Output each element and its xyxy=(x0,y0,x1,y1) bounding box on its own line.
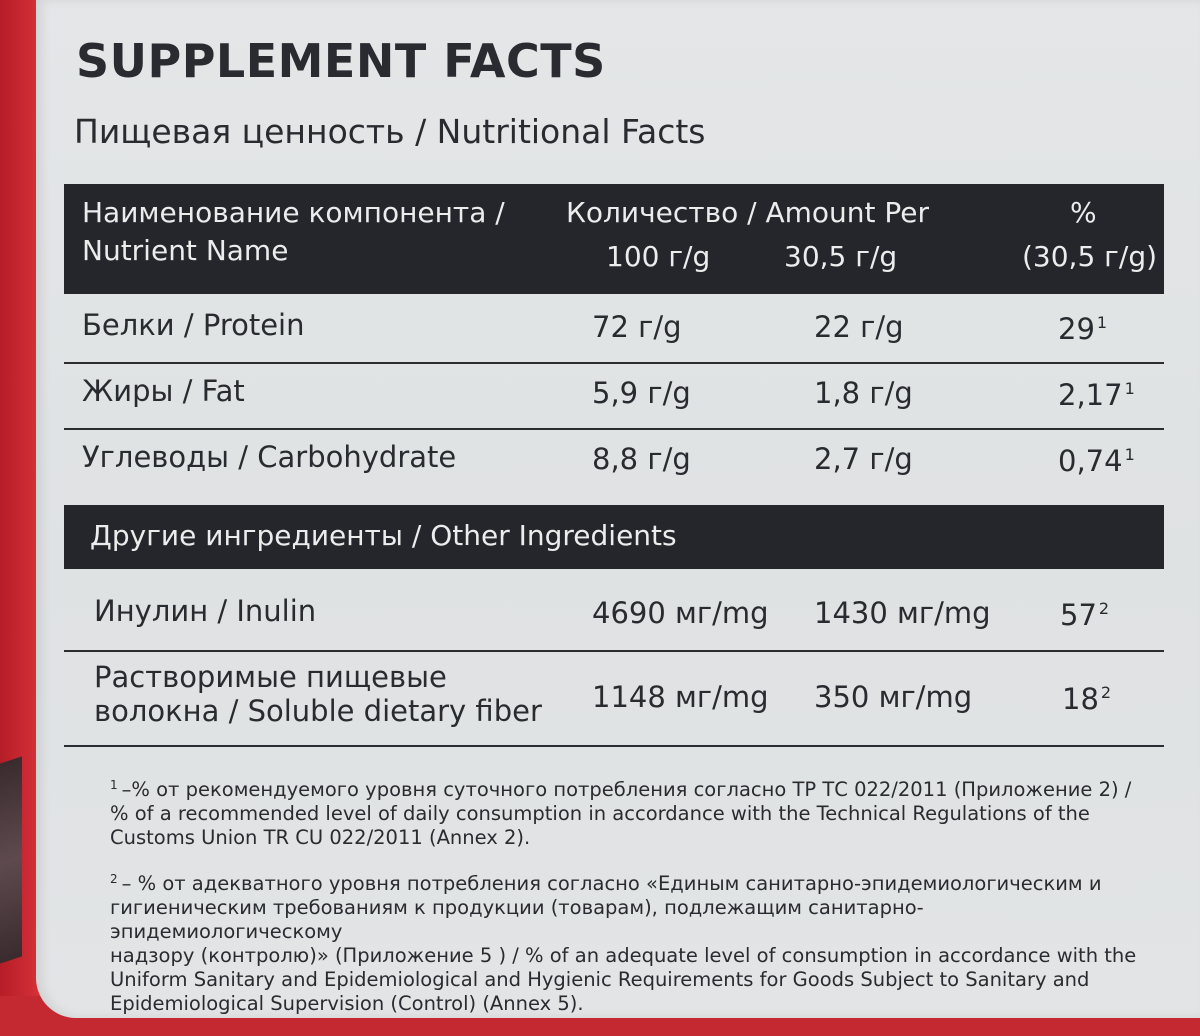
row-divider xyxy=(64,428,1164,430)
amount-per-100g: 5,9 г/g xyxy=(592,376,691,410)
footnote-mark: 1 xyxy=(110,777,118,792)
nutrient-name-line1: Растворимые пищевые xyxy=(94,660,447,694)
footnote-2: 2– % от адекватного уровня потребления с… xyxy=(110,871,1137,1015)
row-divider xyxy=(64,362,1164,364)
other-ingredients-title: Другие ингредиенты / Other Ingredients xyxy=(90,519,677,552)
row-divider xyxy=(64,745,1164,747)
amount-per-serving: 1,8 г/g xyxy=(814,376,913,410)
nutrient-name: Углеводы / Carbohydrate xyxy=(82,440,457,474)
col-per-serving: 30,5 г/g xyxy=(784,240,898,273)
footnote-ref: 1 xyxy=(1124,379,1135,399)
footnote-1: 1 –% от рекомендуемого уровня суточного п… xyxy=(110,777,1132,849)
percent-value: 0,74 1 xyxy=(1058,444,1135,478)
nutrient-name-line2: волокна / Soluble dietary fiber xyxy=(94,694,542,728)
amount-per-100g: 4690 мг/mg xyxy=(592,596,769,630)
footnote-ref: 1 xyxy=(1096,313,1108,333)
amount-per-100g: 1148 мг/mg xyxy=(592,680,769,714)
amount-per-serving: 2,7 г/g xyxy=(814,442,913,476)
percent-value: 18 2 xyxy=(1062,682,1112,716)
col-per-100g: 100 г/g xyxy=(606,240,711,273)
footnote-ref: 2 xyxy=(1098,599,1110,619)
percent-value: 29 1 xyxy=(1058,312,1108,346)
row-divider xyxy=(64,650,1164,652)
amount-per-serving: 22 г/g xyxy=(814,310,904,344)
percent-value: 57 2 xyxy=(1060,598,1110,632)
col-name-line2: Nutrient Name xyxy=(82,234,289,267)
col-percent-serving: (30,5 г/g) xyxy=(1022,240,1158,273)
amount-per-serving: 350 мг/mg xyxy=(814,680,973,714)
amount-per-serving: 1430 мг/mg xyxy=(814,596,991,630)
table-header: Наименование компонента / Nutrient Name … xyxy=(64,184,1164,294)
amount-per-100g: 72 г/g xyxy=(592,310,682,344)
amount-per-100g: 8,8 г/g xyxy=(592,442,691,476)
footnote-mark: 2 xyxy=(110,871,118,886)
col-amount-header: Количество / Amount Per xyxy=(566,196,930,229)
col-percent: % xyxy=(1070,196,1097,229)
nutrient-name: Белки / Protein xyxy=(82,308,305,342)
label-subtitle: Пищевая ценность / Nutritional Facts xyxy=(74,112,706,151)
nutrient-name: Инулин / Inulin xyxy=(94,594,317,628)
footnote-ref: 1 xyxy=(1124,445,1135,465)
label-title: SUPPLEMENT FACTS xyxy=(76,34,606,88)
footnote-ref: 2 xyxy=(1100,683,1112,703)
nutrient-name: Жиры / Fat xyxy=(82,374,245,408)
other-ingredients-header: Другие ингредиенты / Other Ingredients xyxy=(64,505,1164,569)
package-fold xyxy=(0,756,22,964)
col-name-line1: Наименование компонента / xyxy=(82,196,505,229)
percent-value: 2,17 1 xyxy=(1058,378,1135,412)
